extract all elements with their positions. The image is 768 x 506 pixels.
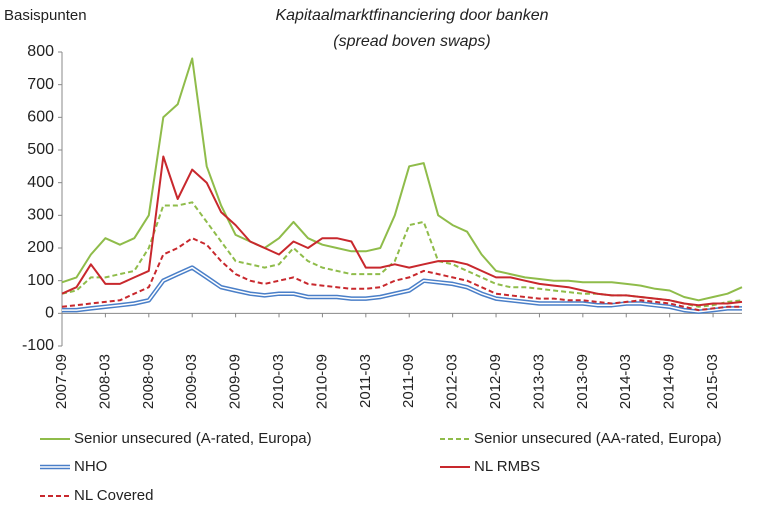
x-tick-label: 2009-03 <box>183 354 200 409</box>
x-tick-label: 2014-09 <box>661 354 678 409</box>
x-tick-label: 2008-03 <box>96 354 113 409</box>
series-line <box>61 155 743 307</box>
x-tick-label: 2012-03 <box>444 354 461 409</box>
series-line-inner <box>62 266 742 313</box>
x-tick-label: 2009-09 <box>227 354 244 409</box>
y-tick-label: 0 <box>45 305 54 322</box>
y-tick-label: 600 <box>27 109 54 126</box>
x-tick-label: 2013-03 <box>530 354 547 409</box>
series-line <box>62 265 742 314</box>
x-tick-label: 2010-03 <box>270 354 287 409</box>
x-tick-label: 2010-09 <box>313 354 330 409</box>
x-tick-label: 2014-03 <box>617 354 634 409</box>
chart-title: Kapitaalmarktfinanciering door banken <box>275 7 548 24</box>
x-tick-label: 2011-03 <box>357 354 374 408</box>
y-tick-label: 700 <box>27 76 54 93</box>
y-tick-label: -100 <box>22 337 54 354</box>
y-tick-label: 500 <box>27 141 54 158</box>
x-tick-label: 2013-09 <box>574 354 591 409</box>
x-tick-label: 2011-09 <box>400 354 417 408</box>
x-tick-label: 2012-09 <box>487 354 504 409</box>
x-tick-label: 2007-09 <box>53 354 70 409</box>
y-tick-label: 100 <box>27 272 54 289</box>
y-tick-label: 200 <box>27 239 54 256</box>
y-tick-label: 400 <box>27 174 54 191</box>
series-line <box>61 237 742 312</box>
legend-label: NHO <box>74 458 107 475</box>
series-line <box>61 57 743 302</box>
y-axis-label: Basispunten <box>4 7 87 24</box>
legend-label: Senior unsecured (A-rated, Europa) <box>74 430 312 447</box>
y-tick-label: 300 <box>27 207 54 224</box>
legend-label: Senior unsecured (AA-rated, Europa) <box>474 430 722 447</box>
legend-label: NL Covered <box>74 487 153 504</box>
legend-label: NL RMBS <box>474 458 540 475</box>
chart-subtitle: (spread boven swaps) <box>333 33 490 50</box>
x-tick-label: 2008-09 <box>140 354 157 409</box>
y-tick-label: 800 <box>27 43 54 60</box>
x-tick-label: 2015-03 <box>704 354 721 409</box>
